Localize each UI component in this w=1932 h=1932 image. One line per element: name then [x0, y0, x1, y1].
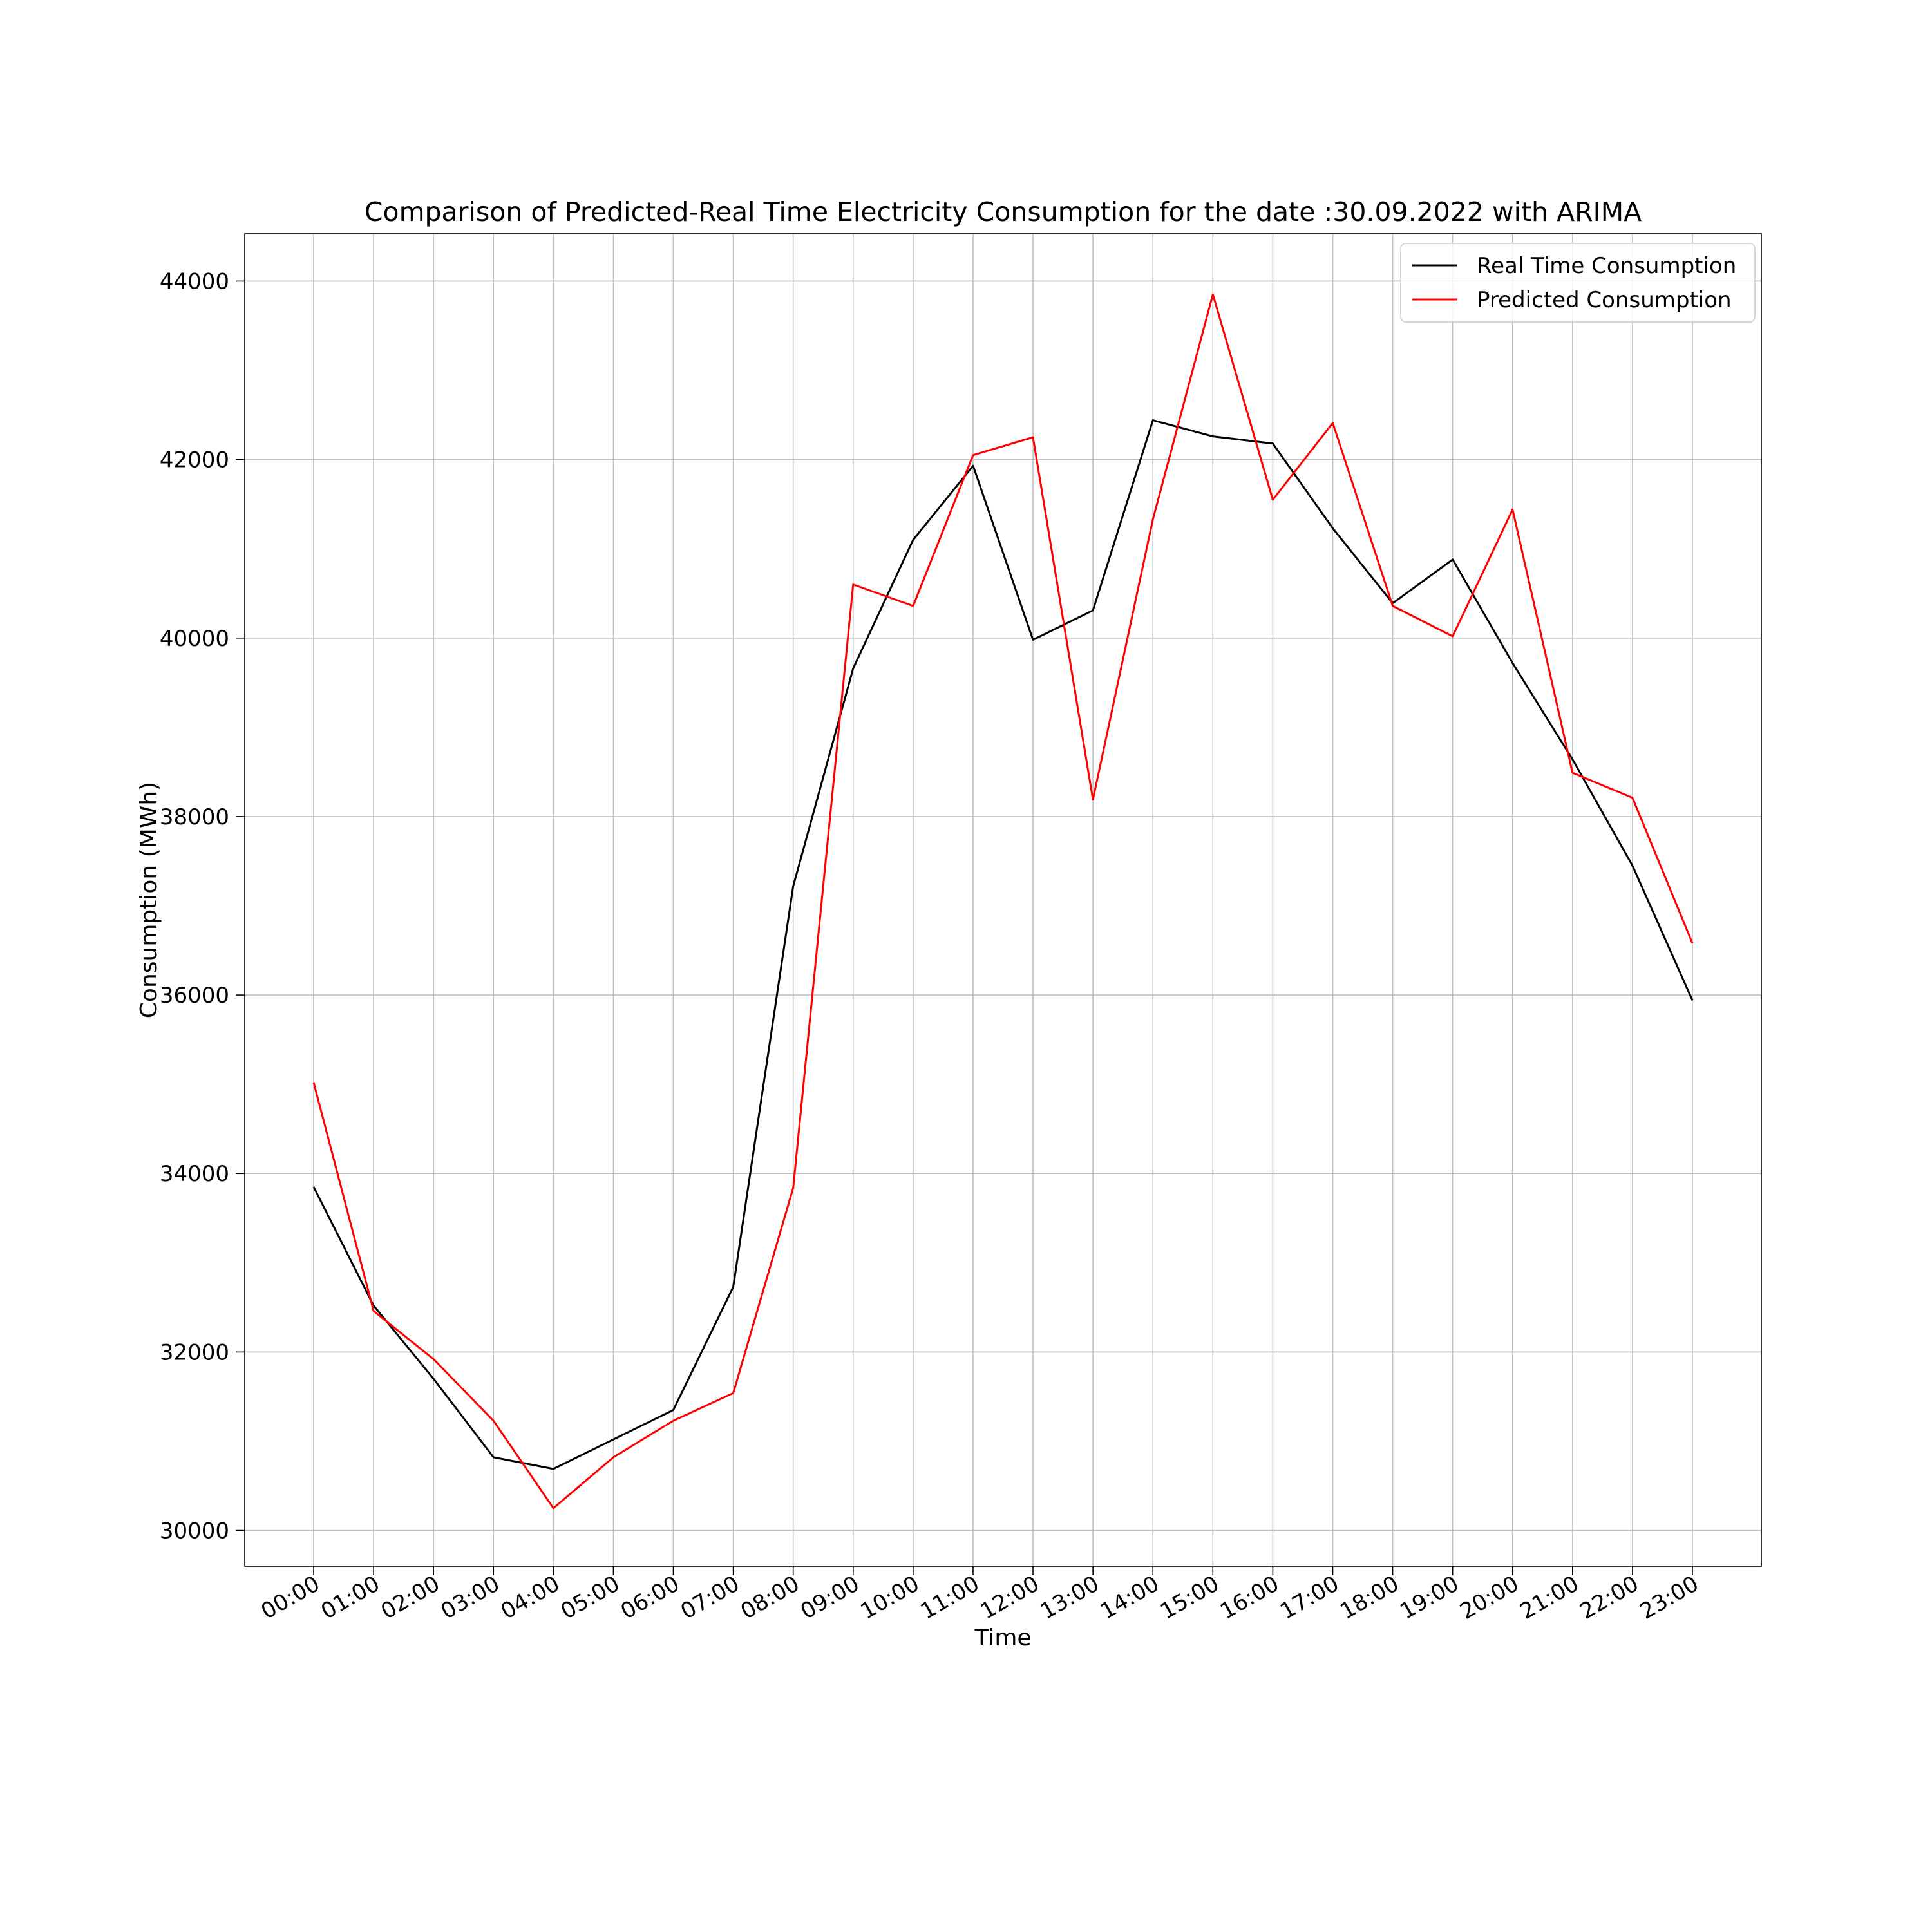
- series-lines: [312, 293, 1694, 1510]
- x-tick-label: 16:00: [1216, 1571, 1283, 1625]
- x-tick-label: 19:00: [1396, 1571, 1463, 1625]
- grid-lines: [245, 234, 1761, 1566]
- x-tick-label: 23:00: [1636, 1571, 1703, 1625]
- y-tick-label: 36000: [160, 983, 229, 1009]
- series-line-real-time: [312, 419, 1694, 1470]
- x-tick-label: 14:00: [1096, 1571, 1164, 1625]
- x-tick-label: 00:00: [257, 1571, 325, 1625]
- y-tick-label: 40000: [160, 626, 229, 652]
- x-tick-label: 15:00: [1156, 1571, 1224, 1625]
- x-tick-label: 04:00: [497, 1571, 564, 1625]
- x-tick-label: 03:00: [437, 1571, 504, 1625]
- x-axis-label: Time: [974, 1625, 1031, 1651]
- x-tick-label: 06:00: [616, 1571, 684, 1625]
- plot-area-frame: [244, 233, 1762, 1567]
- x-tick-label: 11:00: [916, 1571, 984, 1625]
- x-tick-label: 10:00: [857, 1571, 924, 1625]
- x-tick-label: 22:00: [1576, 1571, 1643, 1625]
- y-tick-label: 30000: [160, 1519, 229, 1544]
- x-tick-label: 02:00: [377, 1571, 444, 1625]
- x-tick-label: 20:00: [1455, 1571, 1523, 1625]
- x-tick-label: 21:00: [1515, 1571, 1583, 1625]
- y-tick-label: 42000: [160, 448, 229, 473]
- y-tick-label: 34000: [160, 1161, 229, 1187]
- y-tick-label: 32000: [160, 1340, 229, 1365]
- x-tick-label: 12:00: [976, 1571, 1044, 1625]
- x-tick-label: 13:00: [1036, 1571, 1104, 1625]
- legend-label-predicted: Predicted Consumption: [1477, 287, 1732, 313]
- y-tick-label: 38000: [160, 804, 229, 830]
- x-tick-label: 09:00: [796, 1571, 864, 1625]
- legend-box: [1400, 243, 1756, 323]
- chart-legend: Real Time Consumption Predicted Consumpt…: [1400, 243, 1756, 323]
- x-tick-label: 17:00: [1276, 1571, 1343, 1625]
- x-tick-label: 18:00: [1336, 1571, 1403, 1625]
- chart-title: Comparison of Predicted-Real Time Electr…: [365, 196, 1642, 227]
- series-line-predicted: [312, 293, 1694, 1510]
- axis-ticks: 00:0001:0002:0003:0004:0005:0006:0007:00…: [160, 269, 1703, 1624]
- legend-label-real: Real Time Consumption: [1477, 253, 1736, 279]
- x-tick-label: 05:00: [556, 1571, 624, 1625]
- x-tick-label: 01:00: [317, 1571, 384, 1625]
- x-tick-label: 08:00: [736, 1571, 804, 1625]
- y-axis-label: Consumption (MWh): [136, 782, 162, 1018]
- x-tick-label: 07:00: [676, 1571, 744, 1625]
- y-tick-label: 44000: [160, 269, 229, 294]
